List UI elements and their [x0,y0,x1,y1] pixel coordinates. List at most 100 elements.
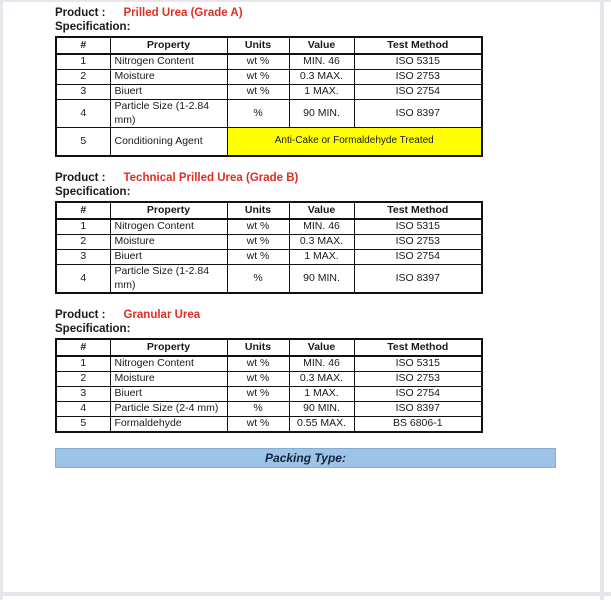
table-cell: ISO 5315 [353,53,483,70]
table-cell: Moisture [109,69,228,85]
table-cell: wt % [226,234,290,250]
table-cell: wt % [226,386,290,402]
table-cell: ISO 8397 [353,401,483,417]
table-row: 2 Moisture wt % 0.3 MAX. ISO 2753 [55,69,483,85]
column-header: Value [288,201,355,220]
table-cell: 0.55 MAX. [288,416,355,433]
table-cell: wt % [226,218,290,235]
product-line: Product : Prilled Urea (Grade A) [55,7,565,19]
column-header: # [55,201,111,220]
column-header: Test Method [353,36,483,55]
table-cell: Biuert [109,386,228,402]
table-cell: BS 6806-1 [353,416,483,433]
page-edge-bottom [0,592,611,596]
page-edge-right [600,0,604,600]
table-cell: ISO 2753 [353,69,483,85]
table-cell: MIN. 46 [288,355,355,372]
table-cell: ISO 2754 [353,386,483,402]
table-row: 2 Moisture wt % 0.3 MAX. ISO 2753 [55,234,483,250]
table-cell: Moisture [109,234,228,250]
table-cell: wt % [226,84,290,100]
table-cell: Nitrogen Content [109,53,228,70]
table-cell: Biuert [109,84,228,100]
product-name: Prilled Urea (Grade A) [123,7,243,19]
table-cell: 1 MAX. [288,84,355,100]
table-cell: % [226,99,290,128]
table-cell: Nitrogen Content [109,355,228,372]
table-row: 3 Biuert wt % 1 MAX. ISO 2754 [55,386,483,402]
table-cell: 2 [55,234,111,250]
column-header: Units [226,338,290,357]
column-header: Test Method [353,201,483,220]
table-cell: ISO 8397 [353,99,483,128]
table-cell: % [226,401,290,417]
column-header: Test Method [353,338,483,357]
table-cell: Particle Size (1-2.84 mm) [109,264,228,294]
product-section-granular: Product : Granular Urea Specification: #… [55,309,565,433]
table-cell: Conditioning Agent [109,127,228,157]
table-cell: ISO 8397 [353,264,483,294]
banner-title: Packing Type: [265,451,346,465]
table-cell: 3 [55,386,111,402]
product-name: Technical Prilled Urea (Grade B) [123,172,299,184]
table-cell: Formaldehyde [109,416,228,433]
table-cell: Particle Size (2-4 mm) [109,401,228,417]
product-label: Product : [55,309,106,321]
table-header-row: # Property Units Value Test Method [55,36,483,55]
product-line: Product : Technical Prilled Urea (Grade … [55,172,565,184]
table-cell: 0.3 MAX. [288,234,355,250]
table-cell: ISO 2754 [353,84,483,100]
page-edge-left [0,0,3,600]
specification-label: Specification: [55,186,131,198]
table-cell: ISO 2753 [353,234,483,250]
product-label: Product : [55,7,106,19]
table-cell: ISO 5315 [353,355,483,372]
table-row: 4 Particle Size (1-2.84 mm)% 90 MIN. ISO 83… [55,99,483,128]
product-section-grade-a: Product : Prilled Urea (Grade A) Specifi… [55,7,565,157]
table-cell: 1 MAX. [288,386,355,402]
table-cell: % [226,264,290,294]
table-cell: 4 [55,401,111,417]
table-cell: 4 [55,99,111,128]
table-cell: Biuert [109,249,228,265]
column-header: Property [109,338,228,357]
table-cell: 1 [55,53,111,70]
table-row: 1 Nitrogen Content wt % MIN. 46 ISO 5315 [55,218,483,235]
table-cell: 0.3 MAX. [288,371,355,387]
product-label: Product : [55,172,106,184]
table-row: 4 Particle Size (1-2.84 mm)% 90 MIN. ISO 83… [55,264,483,294]
table-cell: wt % [226,69,290,85]
table-header-row: # Property Units Value Test Method [55,338,483,357]
table-cell: wt % [226,355,290,372]
page-edge-top [0,0,611,2]
table-cell: 3 [55,84,111,100]
table-cell: 2 [55,69,111,85]
table-cell: MIN. 46 [288,218,355,235]
table-cell: 5 [55,416,111,433]
table-cell: wt % [226,416,290,433]
table-cell: wt % [226,371,290,387]
table-cell: ISO 2754 [353,249,483,265]
table-cell: 2 [55,371,111,387]
table-row: 3 Biuert wt % 1 MAX. ISO 2754 [55,249,483,265]
table-row: 2 Moisture wt % 0.3 MAX. ISO 2753 [55,371,483,387]
table-row: 1 Nitrogen Content wt % MIN. 46 ISO 5315 [55,355,483,372]
table-cell: ISO 5315 [353,218,483,235]
column-header: # [55,36,111,55]
table-row: 5 Conditioning Agent Anti-Cake or Formalde… [55,127,483,157]
table-cell: 1 [55,355,111,372]
product-name: Granular Urea [123,309,201,321]
table-cell: 90 MIN. [288,401,355,417]
table-cell: 1 MAX. [288,249,355,265]
table-cell: ISO 2753 [353,371,483,387]
table-cell: wt % [226,249,290,265]
table-cell: 3 [55,249,111,265]
column-header: Units [226,36,290,55]
packing-type-banner: Packing Type: [55,448,556,468]
table-cell: 90 MIN. [288,99,355,128]
table-cell: wt % [226,53,290,70]
highlighted-cell: Anti-Cake or Formaldehyde Treated [226,127,483,157]
table-row: 4 Particle Size (2-4 mm)% 90 MIN. ISO 8397 [55,401,483,417]
table-cell: 90 MIN. [288,264,355,294]
